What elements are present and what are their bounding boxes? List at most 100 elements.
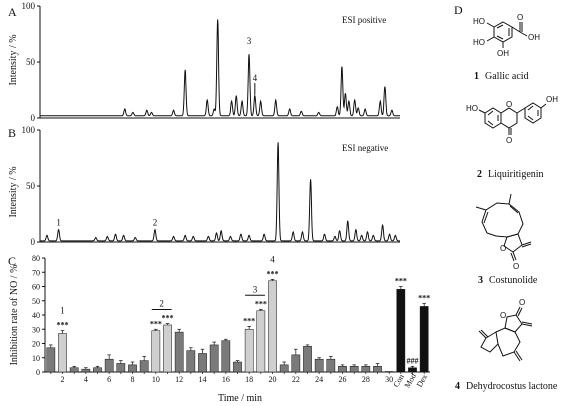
structure-gallic-acid (486, 21, 528, 48)
x-tick-label: 4 (84, 375, 88, 384)
y-tick-label: 20 (32, 340, 40, 349)
gallic-acid-atom-ho-top: HO (473, 17, 485, 26)
x-tick-label: 6 (107, 375, 111, 384)
bar-7 (116, 363, 126, 373)
gallic-acid-bond (486, 22, 495, 28)
significance-mark: ### (407, 356, 419, 365)
y-tick-label: 80 (32, 254, 40, 263)
gallic-acid-bond (511, 26, 521, 33)
bar-25 (326, 358, 336, 373)
bar-5 (93, 367, 102, 373)
dehydrocostus-methylene (521, 321, 533, 325)
compound-1-name: Gallic acid (485, 71, 529, 82)
significance-mark: *** (418, 294, 430, 303)
compound-3-number: 3 (478, 275, 483, 286)
bar-Mod (408, 367, 417, 373)
significance-mark: *** (267, 269, 279, 278)
x-tick-label: 16 (222, 375, 230, 384)
bar-28 (361, 366, 371, 373)
liquiritigenin-bond (516, 107, 526, 114)
chromatogram-trace (40, 142, 400, 242)
x-tick-label: Dex (415, 373, 429, 389)
panel-b: B 0 50 100 1 2 ESI negative Intensity / % (8, 125, 400, 247)
peak-label: 3 (247, 36, 252, 46)
gallic-acid-atom-oh-acid: OH (528, 33, 540, 42)
y-tick-label: 70 (32, 268, 40, 277)
x-tick-label: 8 (131, 375, 135, 384)
gallic-acid-atom-ho-bottom: HO (473, 38, 485, 47)
y-tick-label: 0 (36, 368, 40, 377)
dehydrocostus-carbonyl (517, 307, 523, 317)
costunolide-carbonyl (512, 251, 517, 261)
costunolide-double-bond (509, 205, 519, 214)
x-tick-label: 26 (339, 375, 347, 384)
x-tick-label: 30 (385, 375, 393, 384)
panel-b-letter: B (8, 126, 16, 140)
panel-a-mode-label: ESI positive (342, 15, 386, 25)
gallic-acid-atom-o: O (517, 13, 523, 22)
x-tick-label: 28 (362, 375, 370, 384)
bar-27 (349, 366, 359, 373)
panel-b-mode-label: ESI negative (342, 143, 388, 153)
x-tick-label: 20 (269, 375, 277, 384)
liquiritigenin-bond (478, 109, 486, 114)
costunolide-methylene (521, 241, 532, 246)
costunolide-atom-carbonyl-o: O (513, 262, 519, 271)
costunolide-macrocycle (481, 202, 524, 238)
y-tick-label: 50 (26, 57, 36, 67)
peak-label: 2 (153, 218, 158, 228)
costunolide-methylene (521, 243, 532, 248)
gallic-acid-bond (519, 31, 528, 37)
liquiritigenin-double-bond (527, 105, 534, 111)
bar-2 (58, 333, 67, 373)
compound-4-name: Dehydrocostus lactone (466, 381, 558, 392)
panel-a-letter: A (8, 5, 17, 19)
costunolide-double-bond (483, 211, 489, 224)
dehydrocostus-carbonyl (515, 306, 521, 316)
panel-c-xlabel: Time / min (218, 393, 262, 404)
bar-14 (198, 353, 207, 373)
dehydrocostus-lactone-ring (504, 314, 523, 333)
dehydrocostus-atom-ring-o: O (500, 311, 506, 320)
bar-29 (373, 366, 382, 373)
dehydrocostus-methylene (478, 330, 487, 339)
panel-a: A 0 50 100 3 4 ESI positive Intensity / % (8, 1, 400, 123)
y-tick-label: 10 (32, 354, 40, 363)
panel-d: D HO HO OH O OH 1 Gallic acid (454, 3, 558, 392)
bar-3 (69, 367, 79, 373)
liquiritigenin-double-bond (527, 115, 534, 121)
y-tick-label: 50 (26, 181, 36, 191)
significance-mark: *** (243, 316, 255, 325)
bar-20 (268, 280, 277, 373)
bar-30 (384, 371, 394, 373)
bar-24 (314, 358, 324, 373)
liquiritigenin-ring-b (524, 102, 542, 124)
significance-mark: *** (162, 314, 174, 323)
dehydrocostus-methylene (513, 351, 521, 362)
liquiritigenin-atom-carbonyl-o: O (506, 136, 512, 145)
bar-16 (221, 340, 231, 373)
gallic-acid-double-bond (496, 24, 504, 29)
panel-c-letter: C (8, 254, 16, 268)
bar-8 (128, 364, 137, 373)
gallic-acid-bond (486, 36, 495, 42)
compound-4-number: 4 (455, 381, 460, 392)
dehydrocostus-cyclopentane (480, 331, 499, 353)
liquiritigenin-atom-ring-o: O (506, 100, 512, 109)
compound-3-name: Costunolide (489, 275, 538, 286)
bar-4 (81, 368, 91, 373)
bar-Con (396, 289, 406, 373)
liquiritigenin-atom-ho: HO (466, 104, 478, 113)
liquiritigenin-double-bond (487, 110, 494, 116)
costunolide-methyl (475, 206, 487, 211)
panel-c-ylabel: Inhibition rate of NO / % (9, 265, 20, 366)
bar-17 (233, 361, 242, 373)
x-tick-label: 2 (61, 375, 65, 384)
costunolide-atom-ring-o: O (500, 244, 506, 253)
panel-d-letter: D (454, 3, 463, 17)
x-tick-label: 22 (292, 375, 300, 384)
group-label: 3 (253, 284, 258, 294)
chromatogram-a: 0 50 100 3 4 (22, 1, 400, 123)
x-tick-label: 12 (175, 375, 183, 384)
